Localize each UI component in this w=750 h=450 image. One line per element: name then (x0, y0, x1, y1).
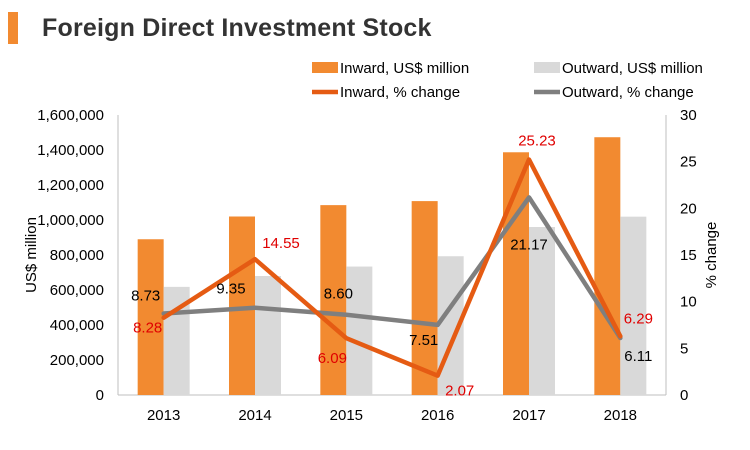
y-tick-label: 1,200,000 (37, 177, 104, 194)
y-tick-label: 1,000,000 (37, 212, 104, 229)
x-tick-label: 2017 (512, 407, 545, 424)
bar-outward (620, 216, 647, 395)
y2-tick-label: 0 (680, 387, 688, 404)
bar-inward (320, 205, 347, 395)
x-tick-label: 2015 (330, 407, 363, 424)
legend-label: Outward, % change (562, 84, 694, 101)
bar-inward (411, 201, 438, 395)
y-tick-label: 1,400,000 (37, 142, 104, 159)
bar-inward (229, 216, 255, 395)
y2-tick-label: 20 (680, 200, 697, 217)
y-tick-label: 200,000 (50, 352, 104, 369)
y2-tick-label: 25 (680, 154, 697, 171)
data-label-outward-pct: 6.11 (624, 348, 652, 365)
y-axis-title: US$ million (23, 217, 40, 293)
x-tick-label: 2014 (238, 407, 271, 424)
bar-inward (594, 137, 621, 395)
data-label-outward-pct: 8.73 (131, 288, 160, 305)
data-label-outward-pct: 7.51 (409, 332, 438, 349)
x-tick-label: 2016 (421, 407, 454, 424)
y2-tick-label: 15 (680, 247, 697, 264)
bar-outward (346, 266, 373, 395)
y-tick-label: 600,000 (50, 282, 104, 299)
y2-axis-title: % change (703, 222, 720, 289)
bar-inward (137, 239, 164, 395)
legend-swatch (312, 62, 338, 73)
data-label-inward-pct: 2.07 (445, 383, 474, 400)
data-label-inward-pct: 8.28 (133, 320, 162, 337)
line-inward-pct (161, 157, 623, 378)
x-tick-label: 2018 (604, 407, 637, 424)
y-tick-label: 1,600,000 (37, 107, 104, 124)
data-label-inward-pct: 25.23 (518, 133, 556, 150)
data-label-outward-pct: 9.35 (216, 281, 245, 298)
x-tick-label: 2013 (147, 407, 180, 424)
legend-label: Inward, % change (340, 84, 460, 101)
legend-label: Outward, US$ million (562, 60, 703, 77)
y-tick-label: 400,000 (50, 317, 104, 334)
y2-tick-label: 10 (680, 294, 697, 311)
title-accent-bar (8, 12, 18, 44)
chart-title: Foreign Direct Investment Stock (42, 13, 432, 42)
legend-swatch (534, 62, 560, 73)
data-label-inward-pct: 14.55 (262, 235, 300, 252)
y-tick-label: 0 (96, 387, 104, 404)
y-tick-label: 800,000 (50, 247, 104, 264)
title-block: Foreign Direct Investment Stock (8, 10, 432, 46)
legend-label: Inward, US$ million (340, 60, 469, 77)
data-label-inward-pct: 6.29 (624, 310, 653, 327)
data-label-outward-pct: 8.60 (324, 286, 353, 303)
y2-tick-label: 5 (680, 340, 688, 357)
line-outward-pct (161, 195, 623, 341)
y2-tick-label: 30 (680, 107, 697, 124)
bar-outward (529, 227, 555, 395)
bar-outward (255, 276, 281, 395)
data-label-outward-pct: 21.17 (510, 236, 548, 253)
data-label-inward-pct: 6.09 (318, 350, 347, 367)
